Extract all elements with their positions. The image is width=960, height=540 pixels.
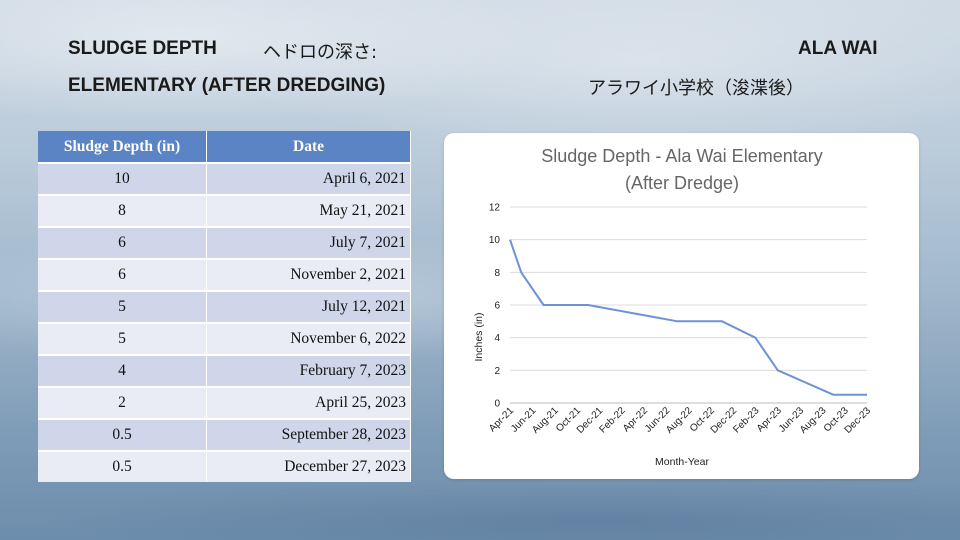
title-japanese-2: アラワイ小学校（浚渫後）	[588, 78, 804, 99]
table-row: 5 July 12, 2021	[38, 290, 411, 323]
axis-ticks: 024681012Apr-21Jun-21Aug-21Oct-21Dec-21F…	[487, 203, 873, 436]
date-cell: April 6, 2021	[206, 162, 411, 195]
date-cell: April 25, 2023	[206, 386, 411, 419]
depth-cell: 0.5	[38, 450, 207, 482]
chart-title: Sludge Depth - Ala Wai Elementary	[541, 146, 822, 166]
table-row: 4 February 7, 2023	[38, 354, 411, 387]
y-tick-label: 12	[489, 203, 501, 214]
table-row: 10 April 6, 2021	[38, 162, 411, 195]
y-tick-label: 4	[494, 333, 500, 344]
depth-cell: 5	[38, 322, 207, 355]
sludge-depth-table: Sludge Depth (in) Date 10 April 6, 2021 8…	[38, 131, 411, 482]
table-row: 6 July 7, 2021	[38, 226, 411, 259]
column-header-depth: Sludge Depth (in)	[38, 131, 207, 163]
date-cell: November 2, 2021	[206, 258, 411, 291]
y-tick-label: 6	[494, 301, 500, 312]
depth-cell: 4	[38, 354, 207, 387]
date-cell: December 27, 2023	[206, 450, 411, 482]
date-cell: July 12, 2021	[206, 290, 411, 323]
date-cell: November 6, 2022	[206, 322, 411, 355]
table-header-row: Sludge Depth (in) Date	[38, 131, 411, 163]
date-cell: February 7, 2023	[206, 354, 411, 387]
chart-card: Sludge Depth - Ala Wai Elementary (After…	[444, 133, 919, 479]
x-tick-label: Feb-22	[597, 405, 627, 435]
depth-cell: 6	[38, 258, 207, 291]
depth-cell: 8	[38, 194, 207, 227]
series-line	[509, 239, 867, 396]
y-axis-label: Inches (in)	[473, 312, 485, 361]
table-row: 5 November 6, 2022	[38, 322, 411, 355]
depth-cell: 2	[38, 386, 207, 419]
table-row: 2 April 25, 2023	[38, 386, 411, 419]
title-line-2: ELEMENTARY (AFTER DREDGING)	[68, 75, 386, 96]
x-tick-label: Feb-23	[731, 405, 761, 435]
table-row: 0.5 September 28, 2023	[38, 418, 411, 451]
y-tick-label: 0	[494, 399, 500, 410]
chart-subtitle: (After Dredge)	[625, 173, 739, 193]
depth-cell: 10	[38, 162, 207, 195]
data-series	[509, 239, 867, 396]
date-cell: September 28, 2023	[206, 418, 411, 451]
date-cell: May 21, 2021	[206, 194, 411, 227]
table-row: 8 May 21, 2021	[38, 194, 411, 227]
column-header-date: Date	[206, 131, 411, 163]
depth-cell: 0.5	[38, 418, 207, 451]
date-cell: July 7, 2021	[206, 226, 411, 259]
title-right: ALA WAI	[798, 38, 878, 59]
title-japanese-1: ヘドロの深さ:	[263, 42, 378, 63]
x-axis-label: Month-Year	[655, 456, 709, 468]
table-row: 6 November 2, 2021	[38, 258, 411, 291]
y-tick-label: 2	[494, 366, 500, 377]
line-chart: Sludge Depth - Ala Wai Elementary (After…	[473, 146, 873, 468]
depth-cell: 6	[38, 226, 207, 259]
table-row: 0.5 December 27, 2023	[38, 450, 411, 482]
title-line-1: SLUDGE DEPTH	[68, 38, 217, 59]
depth-cell: 5	[38, 290, 207, 323]
y-tick-label: 10	[489, 235, 501, 246]
y-tick-label: 8	[494, 268, 500, 279]
